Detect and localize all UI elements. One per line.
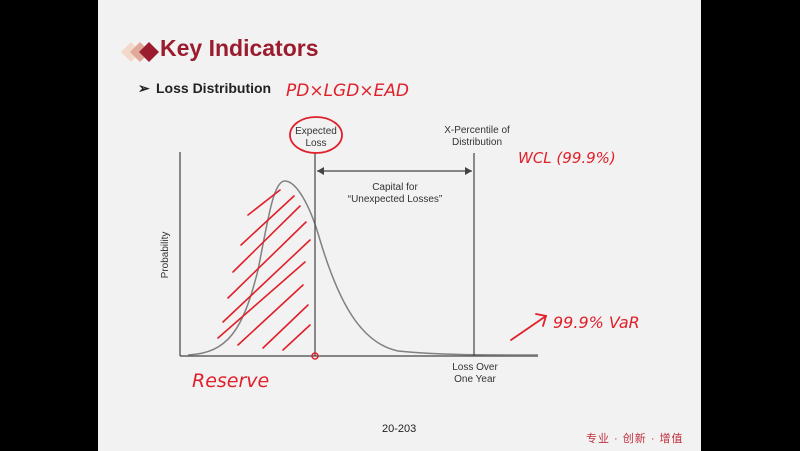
x-axis-label-line2: One Year <box>454 374 496 385</box>
bullet-text: Loss Distribution <box>156 80 272 96</box>
expected-loss-axis-marker <box>311 352 319 360</box>
var-arrow <box>510 315 547 341</box>
var-handwriting: 99.9% VaR <box>553 313 640 332</box>
reserve-handwriting: Reserve <box>192 370 269 392</box>
x-axis-label-line1: Loss Over <box>452 362 498 373</box>
bullet-loss-distribution: ➢ Loss Distribution <box>138 81 271 95</box>
expected-loss-circle <box>289 116 343 154</box>
capital-arrow-right-head <box>465 167 472 175</box>
capital-arrow-left-head <box>317 167 324 175</box>
reserve-hatching <box>217 189 311 351</box>
arrow-bullet-icon: ➢ <box>138 80 150 96</box>
loss-distribution-diagram: Probability Expected Loss X-Percentile o… <box>160 81 640 392</box>
page-number: 20-203 <box>382 423 417 435</box>
var-arrow-head <box>535 313 548 327</box>
expected-loss-label-line2: Loss <box>305 138 326 149</box>
loss-distribution-curve <box>187 180 539 356</box>
slide: Key Indicators ➢ Loss Distribution Probab… <box>98 0 701 451</box>
slide-title: Key Indicators <box>160 35 319 61</box>
formula-handwriting: PD×LGD×EAD <box>286 81 409 101</box>
x-percentile-label-line1: X-Percentile of <box>444 125 510 136</box>
wcl-handwriting: WCL (99.9%) <box>518 149 616 167</box>
capital-label-line2: “Unexpected Losses” <box>348 194 443 205</box>
footer-slogan: 专业 · 创新 · 增值 <box>586 433 684 445</box>
expected-loss-label-line1: Expected <box>295 126 337 137</box>
capital-label-line1: Capital for <box>372 182 418 193</box>
title-diamond-decoration <box>121 42 159 62</box>
y-axis-label: Probability <box>160 232 171 279</box>
x-percentile-label-line2: Distribution <box>452 137 502 148</box>
